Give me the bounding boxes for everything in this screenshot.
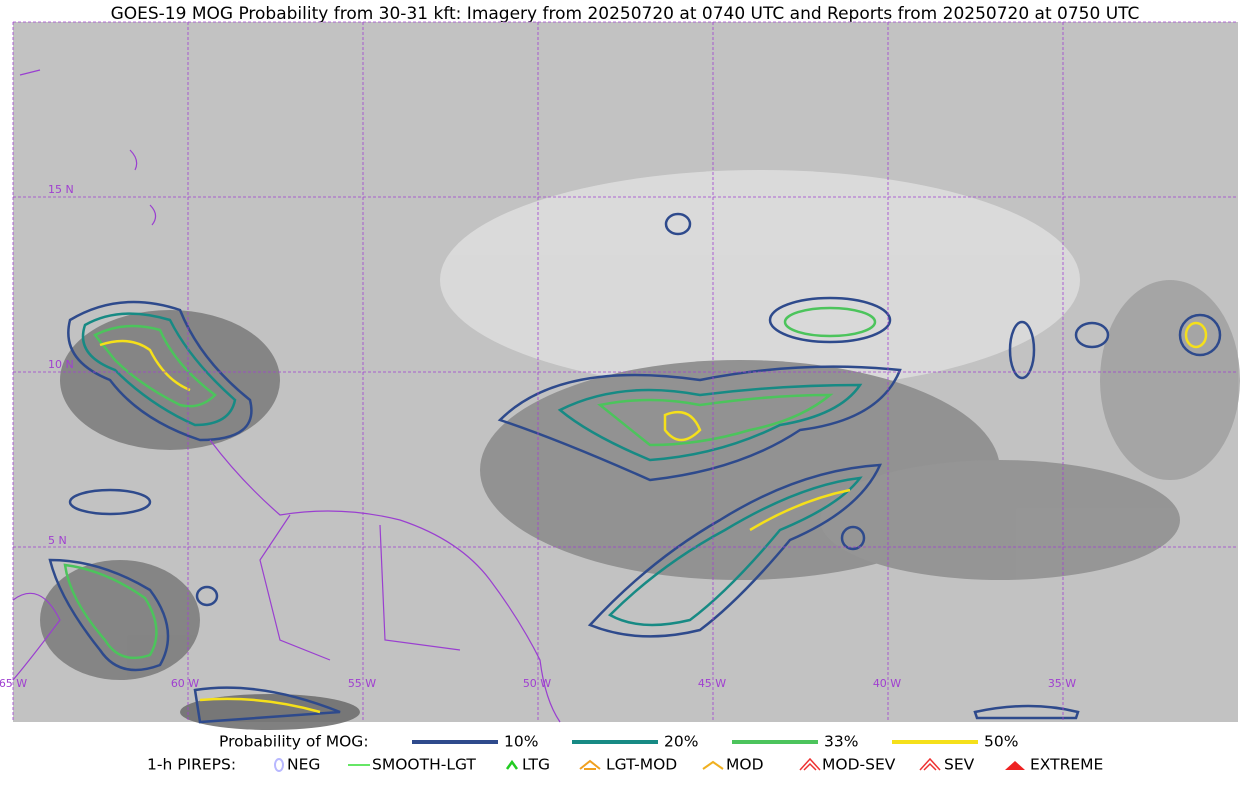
pirep-label: LTG (522, 756, 550, 774)
longitude-label: 40 W (873, 677, 901, 690)
longitude-label: 65 W (0, 677, 27, 690)
legend-label: 10% (504, 733, 538, 751)
title: GOES-19 MOG Probability from 30-31 kft: … (111, 4, 1140, 24)
legend-label: 50% (984, 733, 1018, 751)
pirep-label: LGT-MOD (606, 756, 677, 774)
map: 15 N 10 N 5 N 65 W 60 W 55 W 50 W 45 W 40 W 35 W (0, 21, 1240, 730)
pirep-label: EXTREME (1030, 756, 1103, 774)
longitude-label: 45 W (698, 677, 726, 690)
pirep-icon (702, 760, 724, 770)
legend: Probability of MOG: 1-h PIREPS: 10% 20% 33… (147, 733, 1103, 774)
graticule (12, 21, 1238, 722)
pirep-label: NEG (287, 756, 320, 774)
longitude-label: 55 W (348, 677, 376, 690)
latitude-label: 5 N (48, 534, 67, 547)
longitude-label: 50 W (523, 677, 551, 690)
legend-label: 20% (664, 733, 698, 751)
borders (12, 69, 561, 723)
pirep-label: SEV (944, 756, 975, 774)
latitude-labels: 15 N 10 N 5 N (48, 183, 74, 547)
latitude-label: 15 N (48, 183, 74, 196)
longitude-label: 60 W (171, 677, 199, 690)
pirep-icon (274, 758, 284, 772)
pirep-label: SMOOTH-LGT (372, 756, 476, 774)
legend-title: Probability of MOG: (219, 733, 369, 751)
legend-label: 33% (824, 733, 858, 751)
latitude-label: 10 N (48, 358, 74, 371)
pirep-label: MOD (726, 756, 764, 774)
cloud-texture (40, 170, 1240, 730)
pirep-icon (579, 759, 601, 770)
contours (48, 212, 1222, 724)
pirep-icon (1005, 761, 1025, 770)
longitude-label: 35 W (1048, 677, 1076, 690)
pireps-title: 1-h PIREPS: (147, 756, 236, 774)
pirep-label: MOD-SEV (822, 756, 896, 774)
longitude-labels: 65 W 60 W 55 W 50 W 45 W 40 W 35 W (0, 677, 1076, 690)
pirep-icon (505, 759, 519, 770)
pirep-icon (799, 757, 821, 771)
pirep-icon (919, 757, 941, 771)
